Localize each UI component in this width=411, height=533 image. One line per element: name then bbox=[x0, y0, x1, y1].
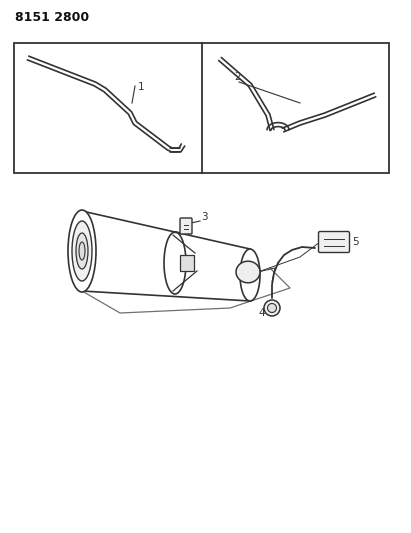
Bar bbox=[14, 43, 389, 173]
Text: 8151 2800: 8151 2800 bbox=[15, 11, 89, 24]
Text: 3: 3 bbox=[201, 212, 208, 222]
Text: 2: 2 bbox=[234, 72, 240, 82]
Ellipse shape bbox=[240, 249, 260, 301]
FancyBboxPatch shape bbox=[319, 231, 349, 253]
Ellipse shape bbox=[68, 210, 96, 292]
FancyBboxPatch shape bbox=[180, 218, 192, 234]
Ellipse shape bbox=[264, 300, 280, 316]
Ellipse shape bbox=[164, 232, 186, 294]
Ellipse shape bbox=[268, 303, 277, 312]
Ellipse shape bbox=[76, 233, 88, 269]
Text: 1: 1 bbox=[138, 82, 145, 92]
Ellipse shape bbox=[79, 242, 85, 260]
Text: 4: 4 bbox=[258, 308, 265, 318]
Text: 5: 5 bbox=[352, 237, 359, 247]
Ellipse shape bbox=[236, 261, 260, 283]
Ellipse shape bbox=[72, 221, 92, 281]
Bar bbox=[180, 255, 194, 271]
